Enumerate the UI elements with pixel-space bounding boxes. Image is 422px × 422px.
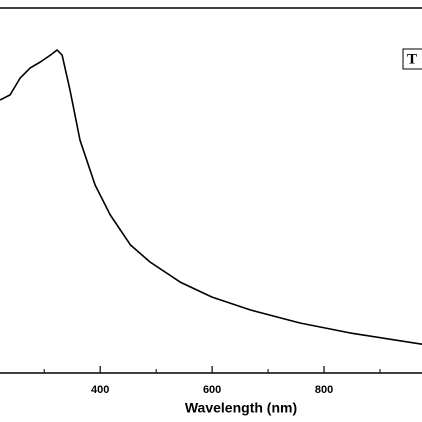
x-tick-label: 400 xyxy=(91,384,109,396)
legend-box xyxy=(402,48,422,70)
x-tick-label: 800 xyxy=(315,384,333,396)
x-axis-label: Wavelength (nm) xyxy=(185,400,297,416)
data-line xyxy=(0,49,422,345)
legend-label: T xyxy=(407,51,417,67)
x-tick-label: 600 xyxy=(203,384,221,396)
